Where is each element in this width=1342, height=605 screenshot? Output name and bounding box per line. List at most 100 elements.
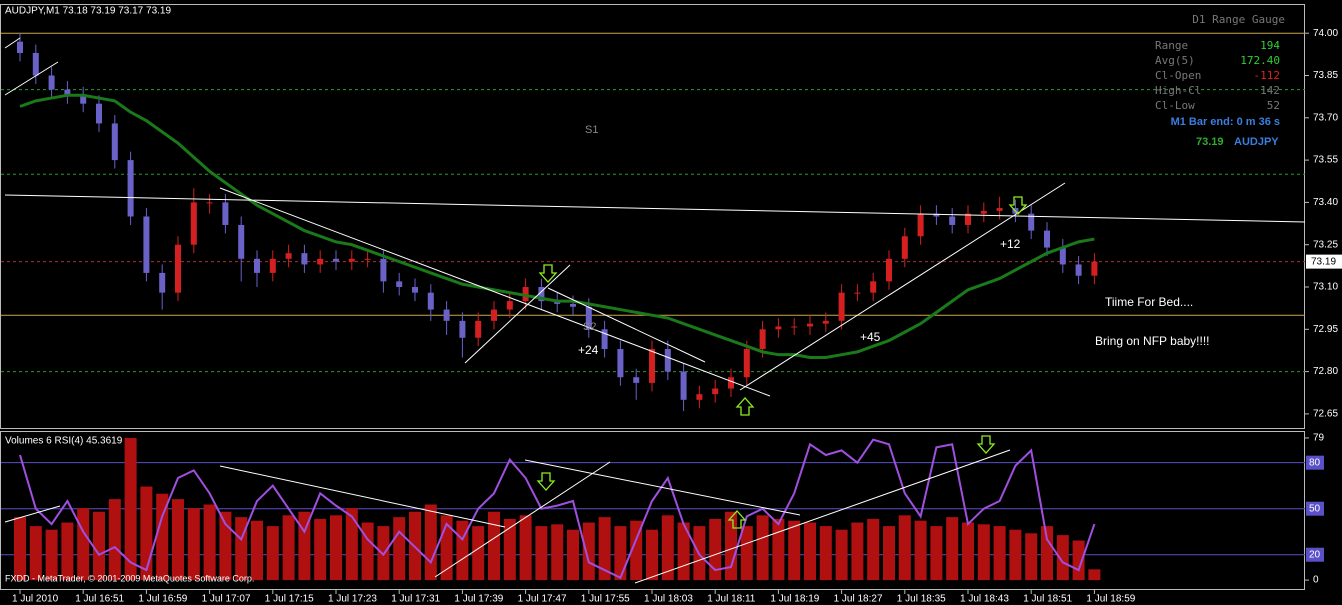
candle-body <box>728 377 734 389</box>
candle-body <box>538 287 545 302</box>
current-price-label: 73.19 <box>1311 256 1336 267</box>
trend-line <box>434 461 611 578</box>
candle-body <box>996 208 1003 211</box>
volume-bar <box>709 518 722 581</box>
volume-bar <box>187 508 200 581</box>
y-tick-label: 73.10 <box>1313 282 1338 293</box>
x-tick-label: 1 Jul 17:23 <box>328 594 377 605</box>
volume-bar <box>646 529 658 581</box>
annotation: Bring on NFP baby!!!! <box>1095 334 1210 348</box>
drawings <box>4 37 1306 584</box>
candle-body <box>143 216 150 273</box>
gauge-label: Cl-Low <box>1155 99 1195 112</box>
candle-body <box>743 349 750 378</box>
trend-line <box>4 505 61 523</box>
volume-bar <box>756 515 769 581</box>
volume-bar <box>567 529 579 581</box>
volume-bar <box>266 526 279 581</box>
arrow-down <box>976 435 996 454</box>
candle-body <box>570 303 576 307</box>
candle-body <box>807 323 813 327</box>
volume-bar <box>535 526 548 581</box>
candle-body <box>127 160 134 217</box>
y-tick-label: 73.85 <box>1313 70 1338 81</box>
volume-bar <box>108 499 121 581</box>
candle-body <box>601 329 608 350</box>
candle-body <box>48 75 55 90</box>
candle-body <box>254 258 260 273</box>
candle-body <box>901 236 908 259</box>
volume-bar <box>614 526 627 581</box>
candle-body <box>190 202 197 245</box>
volume-bar <box>472 526 485 581</box>
candle-body <box>348 258 355 262</box>
volume-bar <box>883 526 895 581</box>
rsi-level-box <box>1306 455 1324 470</box>
candle-body <box>269 258 276 273</box>
volume-bar <box>1072 540 1085 581</box>
y-tick-label: 73.25 <box>1313 239 1338 250</box>
volume-bar <box>14 517 26 581</box>
footer: FXDD - MetaTrader, © 2001-2009 MetaQuote… <box>5 573 254 583</box>
arrow-down <box>538 264 558 283</box>
volume-bar <box>345 508 358 581</box>
main-frame <box>0 4 1305 429</box>
trend-line <box>739 182 1066 391</box>
gauge-value: 52 <box>1267 99 1280 112</box>
volume-bar <box>330 515 342 581</box>
volume-bar <box>77 508 90 581</box>
y-tick-label: 73.70 <box>1313 112 1338 123</box>
gauge-symbol: AUDJPY <box>1234 136 1279 148</box>
y2-tick-label: 80 <box>1309 457 1321 468</box>
candle-body <box>854 292 861 294</box>
candle-body <box>285 253 292 259</box>
candle-body <box>333 258 339 262</box>
annotation: +24 <box>578 343 599 357</box>
y-tick-label: 73.55 <box>1313 155 1338 166</box>
volume-bar <box>551 524 564 581</box>
candle-body <box>475 320 482 338</box>
trend-line <box>464 264 571 364</box>
chart-title: AUDJPY,M1 73.18 73.19 73.17 73.19 <box>5 6 171 17</box>
gauge-label: Range <box>1155 39 1188 52</box>
volume-bar <box>503 518 516 581</box>
gauge-label: Cl-Open <box>1155 69 1201 82</box>
volume-bar <box>582 522 595 581</box>
x-tick-label: 1 Jul 2010 <box>12 594 59 605</box>
x-tick-label: 1 Jul 17:39 <box>454 594 503 605</box>
candle-body <box>380 258 387 282</box>
candle-body <box>412 287 418 293</box>
volume-bar <box>740 526 753 581</box>
arrow-down <box>536 472 556 491</box>
volume-bar <box>772 518 785 581</box>
rsi-line <box>19 438 1096 580</box>
volume-bar <box>677 522 690 581</box>
y-tick-label: 79 <box>1313 433 1325 444</box>
volume-bar <box>804 522 816 581</box>
gauge-value: 194 <box>1260 39 1280 52</box>
volume-bar <box>282 515 295 581</box>
arrow-down <box>1008 196 1028 215</box>
y2-tick-label: 20 <box>1309 549 1321 560</box>
volume-bar <box>519 515 532 581</box>
gauge-label: High-Cl <box>1155 84 1201 97</box>
candle-body <box>791 326 798 328</box>
volume-bar <box>1056 535 1069 581</box>
volume-bar <box>203 504 216 581</box>
candle-body <box>1075 264 1082 276</box>
candle-body <box>585 306 592 330</box>
volume-bar <box>393 517 406 581</box>
candle-body <box>1059 247 1066 265</box>
x-tick-label: 1 Jul 18:35 <box>897 594 946 605</box>
x-tick-label: 1 Jul 18:27 <box>834 594 883 605</box>
candle-body <box>712 388 719 395</box>
x-tick-label: 1 Jul 18:11 <box>707 594 756 605</box>
candle-body <box>491 309 497 321</box>
annotation: Tiime For Bed.... <box>1105 295 1193 309</box>
gauge-value: 172.40 <box>1240 54 1280 67</box>
volume-bar <box>1009 529 1022 581</box>
current-price-box <box>1306 254 1342 269</box>
candle-body <box>1028 213 1035 231</box>
candle-body <box>649 349 655 383</box>
